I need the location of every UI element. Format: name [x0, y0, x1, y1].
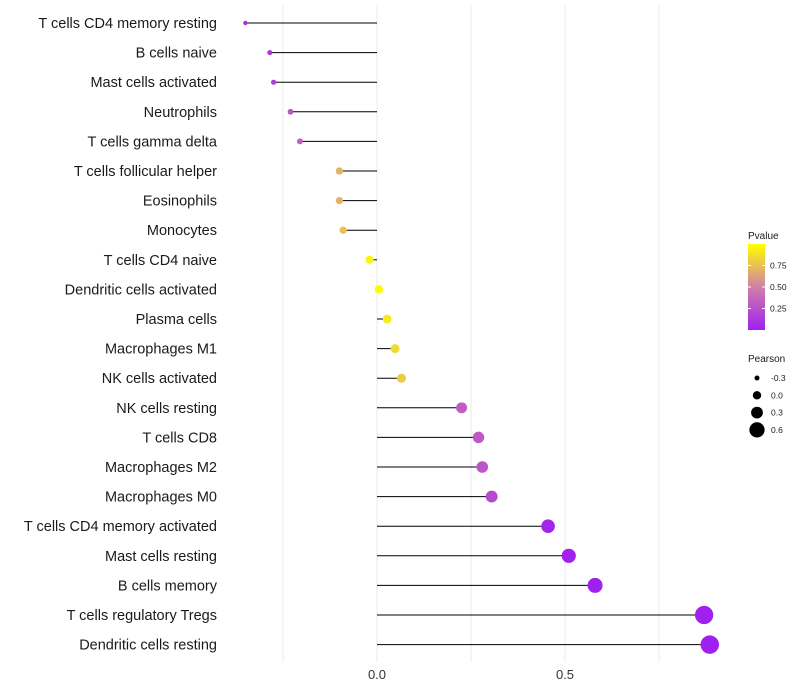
pearson-legend-label: 0.3: [771, 408, 783, 418]
pearson-legend-label: 0.6: [771, 425, 783, 435]
category-label: T cells CD4 naive: [104, 253, 217, 269]
lollipop-point: [390, 344, 400, 354]
points: [243, 20, 719, 654]
category-label: Eosinophils: [143, 194, 217, 210]
lollipop-point: [485, 490, 498, 503]
category-label: Mast cells activated: [90, 75, 217, 91]
pearson-legend-key: [749, 422, 765, 438]
pvalue-legend-title: Pvalue: [748, 231, 779, 242]
pearson-legend: Pearson -0.3 0.0 0.3 0.6: [748, 354, 786, 438]
category-label: NK cells resting: [116, 401, 217, 417]
pearson-legend-label: -0.3: [771, 373, 786, 383]
category-label: NK cells activated: [102, 371, 217, 387]
x-axis-ticks: 0.0 0.5: [368, 667, 574, 682]
lollipop-point: [700, 635, 719, 654]
category-label: Plasma cells: [136, 312, 217, 328]
category-label: Macrophages M0: [105, 490, 217, 506]
lollipop-point: [335, 196, 344, 205]
pearson-legend-title: Pearson: [748, 354, 785, 365]
gridlines: [282, 5, 660, 662]
pvalue-legend-label: 0.50: [770, 282, 787, 292]
lollipop-point: [472, 431, 485, 444]
stems: [245, 22, 710, 646]
category-label: T cells CD8: [142, 430, 217, 446]
lollipop-point: [587, 577, 603, 593]
pearson-legend-key: [752, 391, 762, 400]
pvalue-legend: Pvalue 0.75 0.50 0.25: [748, 231, 787, 330]
category-label: Mast cells resting: [105, 549, 217, 565]
category-labels: T cells CD4 memory resting B cells naive M…: [24, 16, 218, 654]
pvalue-legend-label: 0.25: [770, 304, 787, 314]
category-label: T cells CD4 memory activated: [24, 519, 217, 535]
pearson-legend-key: [751, 406, 763, 419]
category-label: B cells memory: [118, 578, 218, 594]
lollipop-point: [296, 138, 303, 145]
lollipop-point: [694, 605, 714, 625]
lollipop-point: [335, 167, 344, 175]
lollipop-point: [365, 255, 374, 264]
pvalue-colorbar: [748, 244, 765, 330]
lollipop-point: [382, 314, 392, 324]
category-label: Macrophages M2: [105, 460, 217, 476]
lollipop-point: [541, 519, 555, 533]
category-label: T cells follicular helper: [74, 164, 217, 180]
category-label: T cells gamma delta: [88, 134, 218, 150]
category-label: Macrophages M1: [105, 342, 217, 358]
lollipop-point: [267, 50, 273, 56]
category-label: T cells regulatory Tregs: [67, 608, 217, 624]
category-label: Dendritic cells resting: [79, 638, 217, 654]
category-label: T cells CD4 memory resting: [38, 16, 217, 32]
x-tick-label: 0.0: [368, 667, 386, 682]
category-label: Neutrophils: [144, 105, 217, 121]
lollipop-point: [396, 373, 407, 383]
pearson-legend-key: [754, 375, 760, 381]
pearson-legend-label: 0.0: [771, 390, 783, 400]
lollipop-point: [561, 548, 576, 563]
lollipop-point: [374, 285, 384, 294]
category-label: B cells naive: [136, 46, 217, 62]
x-tick-label: 0.5: [556, 667, 574, 682]
pvalue-legend-label: 0.75: [770, 261, 787, 271]
category-label: Dendritic cells activated: [65, 282, 217, 298]
lollipop-point: [287, 108, 294, 115]
lollipop-point: [476, 461, 489, 473]
lollipop-point: [243, 20, 248, 26]
lollipop-point: [270, 79, 277, 85]
lollipop-point: [456, 402, 468, 414]
category-label: Monocytes: [147, 223, 217, 239]
lollipop-point: [339, 226, 347, 234]
